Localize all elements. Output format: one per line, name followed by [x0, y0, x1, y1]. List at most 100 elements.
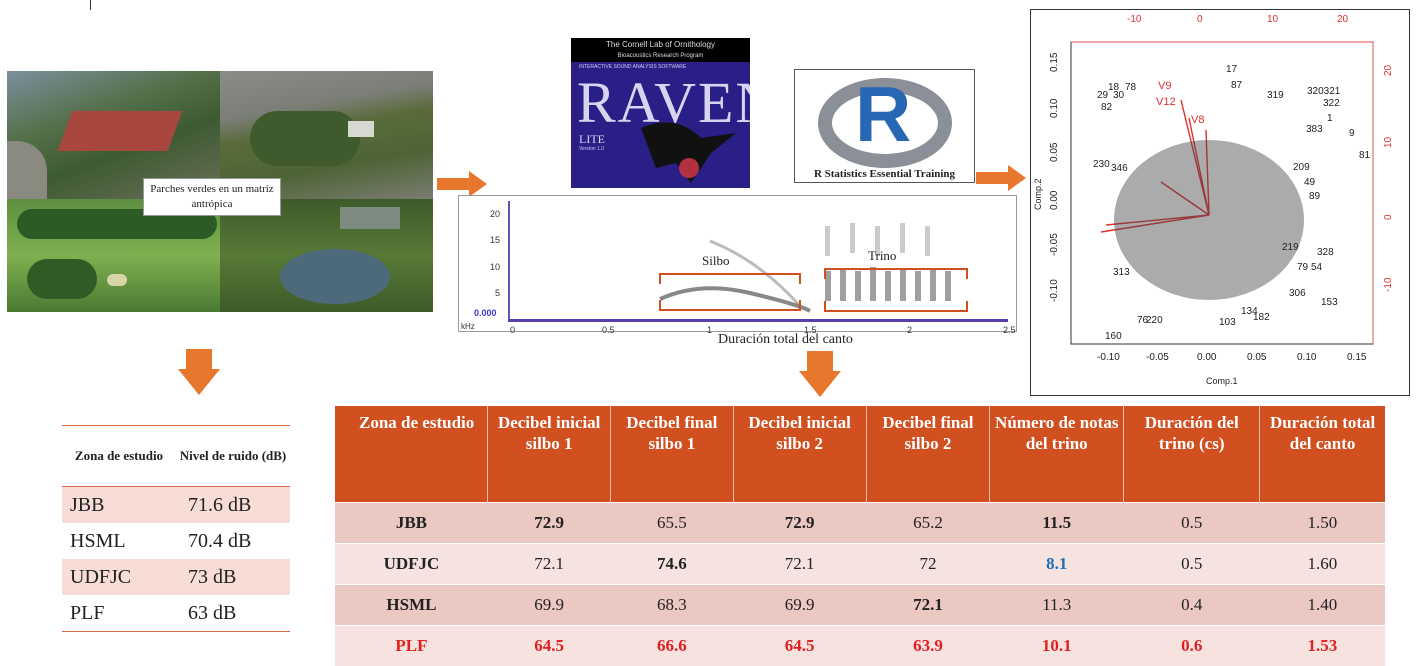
r-logo-caption: R Statistics Essential Training: [795, 168, 974, 180]
raven-lite-label: LITE: [579, 132, 605, 147]
zone-cell: PLF: [62, 602, 180, 625]
pca-right-tick: 0: [1383, 214, 1394, 220]
pca-plot-area: [1031, 10, 1409, 395]
noise-table-header: Zona de estudio Nivel de ruido (dB): [62, 425, 290, 487]
pca-point-label: 17: [1226, 64, 1237, 75]
r-letter: R: [855, 72, 911, 156]
header-zone: Zona de estudio: [62, 447, 176, 465]
pca-point-label: 89: [1309, 191, 1320, 202]
pca-right-tick: 10: [1383, 137, 1394, 148]
table-row: HSML 69.9 68.3 69.9 72.1 11.3 0.4 1.40: [335, 585, 1385, 626]
zone-cell: PLF: [335, 626, 488, 666]
header-cell: Duración del trino (cs): [1124, 406, 1260, 503]
zone-cell: HSML: [62, 530, 180, 553]
trino-bracket: [823, 267, 969, 315]
arrow-down-icon: [178, 349, 220, 395]
pca-ytick: 0.10: [1049, 99, 1060, 118]
pca-point-label: 82: [1101, 102, 1112, 113]
ytick: 0.000: [474, 308, 497, 318]
header-cell: Decibel inicial silbo 1: [488, 406, 611, 503]
table-row: PLF 64.5 66.6 64.5 63.9 10.1 0.6 1.53: [335, 626, 1385, 666]
table-row: UDFJC 72.1 74.6 72.1 72 8.1 0.5 1.60: [335, 544, 1385, 585]
level-cell: 71.6 dB: [180, 494, 290, 517]
raven-version: Version 1.0: [579, 146, 604, 152]
header-cell: Decibel inicial silbo 2: [733, 406, 866, 503]
arrow-down-icon: [799, 351, 841, 397]
pca-point-label: 220: [1146, 315, 1163, 326]
value-cell: 10.1: [990, 626, 1124, 666]
pca-xtick: 0.00: [1197, 352, 1216, 363]
pca-point-label: 313: [1113, 267, 1130, 278]
pca-top-tick: -10: [1127, 14, 1141, 25]
pca-point-label: 81: [1359, 150, 1370, 161]
zone-cell: HSML: [335, 585, 488, 626]
pca-loading-label: V8: [1191, 114, 1204, 126]
noise-level-table: Zona de estudio Nivel de ruido (dB) JBB …: [62, 425, 290, 632]
table-header-row: Zona de estudio Decibel inicial silbo 1 …: [335, 406, 1385, 503]
value-cell: 74.6: [611, 544, 734, 585]
pca-top-tick: 20: [1337, 14, 1348, 25]
pca-point-label: 219: [1282, 242, 1299, 253]
pca-ylabel: Comp.2: [1033, 178, 1043, 210]
silbo-bracket: [658, 272, 803, 312]
pca-xtick: -0.05: [1146, 352, 1169, 363]
pca-right-tick: 20: [1383, 65, 1394, 76]
value-cell: 72.1: [488, 544, 611, 585]
xtick: 1: [707, 325, 712, 335]
pca-point-label: 29: [1097, 90, 1108, 101]
zone-cell: UDFJC: [335, 544, 488, 585]
arrow-right-icon: [976, 165, 1026, 191]
value-cell: 72.1: [866, 585, 990, 626]
value-cell: 0.5: [1124, 503, 1260, 544]
level-cell: 63 dB: [180, 602, 290, 625]
level-cell: 73 dB: [180, 566, 290, 589]
zone-cell: JBB: [335, 503, 488, 544]
value-cell: 1.50: [1260, 503, 1385, 544]
pca-point-label: 319: [1267, 90, 1284, 101]
pca-loading-label: V12: [1156, 96, 1176, 108]
pca-point-label: 54: [1311, 262, 1322, 273]
zone-cell: JBB: [62, 494, 180, 517]
table-row: HSML 70.4 dB: [62, 523, 290, 559]
pca-xtick: 0.10: [1297, 352, 1316, 363]
pca-top-tick: 0: [1197, 14, 1203, 25]
value-cell: 64.5: [733, 626, 866, 666]
pca-ytick: 0.05: [1049, 143, 1060, 162]
zone-cell: UDFJC: [62, 566, 180, 589]
song-parameters-table: Zona de estudio Decibel inicial silbo 1 …: [335, 406, 1385, 666]
header-cell: Número de notas del trino: [990, 406, 1124, 503]
pca-point-label: 87: [1231, 80, 1242, 91]
r-logo: R R Statistics Essential Training: [794, 69, 975, 183]
pca-point-label: 320321: [1307, 86, 1340, 97]
value-cell: 64.5: [488, 626, 611, 666]
table-row: JBB 72.9 65.5 72.9 65.2 11.5 0.5 1.50: [335, 503, 1385, 544]
value-cell: 68.3: [611, 585, 734, 626]
value-cell: 0.6: [1124, 626, 1260, 666]
pca-point-label: 49: [1304, 177, 1315, 188]
patches-caption: Parches verdes en un matriz antrópica: [143, 178, 281, 216]
y-unit: kHz: [461, 322, 475, 331]
header-cell: Decibel final silbo 1: [611, 406, 734, 503]
header-noise: Nivel de ruido (dB): [176, 447, 290, 465]
pca-point-label: 209: [1293, 162, 1310, 173]
pca-point-label: 182: [1253, 312, 1270, 323]
spectrogram: 20 15 10 5 0.000 kHz 0 0.5 1 1.5 2 2.5 S…: [458, 195, 1015, 355]
raven-bird-icon: [631, 108, 741, 188]
value-cell: 11.5: [990, 503, 1124, 544]
table-row: PLF 63 dB: [62, 595, 290, 632]
ytick: 20: [490, 209, 500, 219]
pca-point-label: 383: [1306, 124, 1323, 135]
pca-xtick: 0.05: [1247, 352, 1266, 363]
pca-point-label: 346: [1111, 163, 1128, 174]
pca-ytick: 0.15: [1049, 53, 1060, 72]
ytick: 15: [490, 235, 500, 245]
header-cell: Duración total del canto: [1260, 406, 1385, 503]
value-cell: 11.3: [990, 585, 1124, 626]
pca-xtick: 0.15: [1347, 352, 1366, 363]
header-cell: Zona de estudio: [335, 406, 488, 503]
value-cell: 1.60: [1260, 544, 1385, 585]
value-cell: 72.9: [488, 503, 611, 544]
pca-top-tick: 10: [1267, 14, 1278, 25]
